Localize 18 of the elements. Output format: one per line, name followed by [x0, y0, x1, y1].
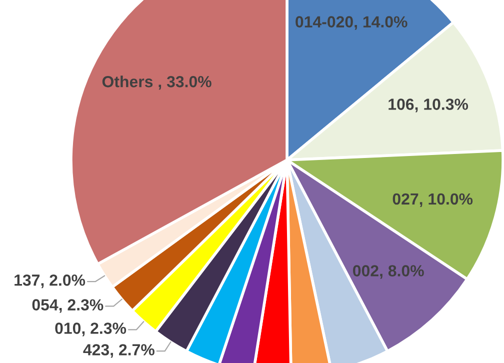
data-label: , 10.0%	[420, 193, 473, 207]
data-label: , 2.7%	[110, 344, 154, 358]
slice-label: 137	[14, 274, 40, 286]
data-label: , 2.3%	[82, 322, 126, 336]
slice-label: 106	[388, 98, 414, 110]
data-label: , 2.0%	[41, 274, 86, 288]
data-label: , 10.3%	[415, 98, 468, 112]
data-label: , 33.0%	[158, 76, 212, 90]
data-label: , 14.0%	[354, 16, 408, 30]
slice-label: Others	[102, 76, 153, 88]
slice-label: 010	[55, 322, 81, 334]
slice-label: 014-020	[296, 16, 353, 28]
slice-label: 002	[353, 265, 378, 276]
slice-label: 027	[392, 193, 418, 205]
slice-label: 423	[83, 344, 110, 356]
data-label: , 2.3%	[59, 299, 104, 313]
slice-label: 054	[32, 299, 58, 310]
data-label: , 8.0%	[380, 265, 424, 279]
